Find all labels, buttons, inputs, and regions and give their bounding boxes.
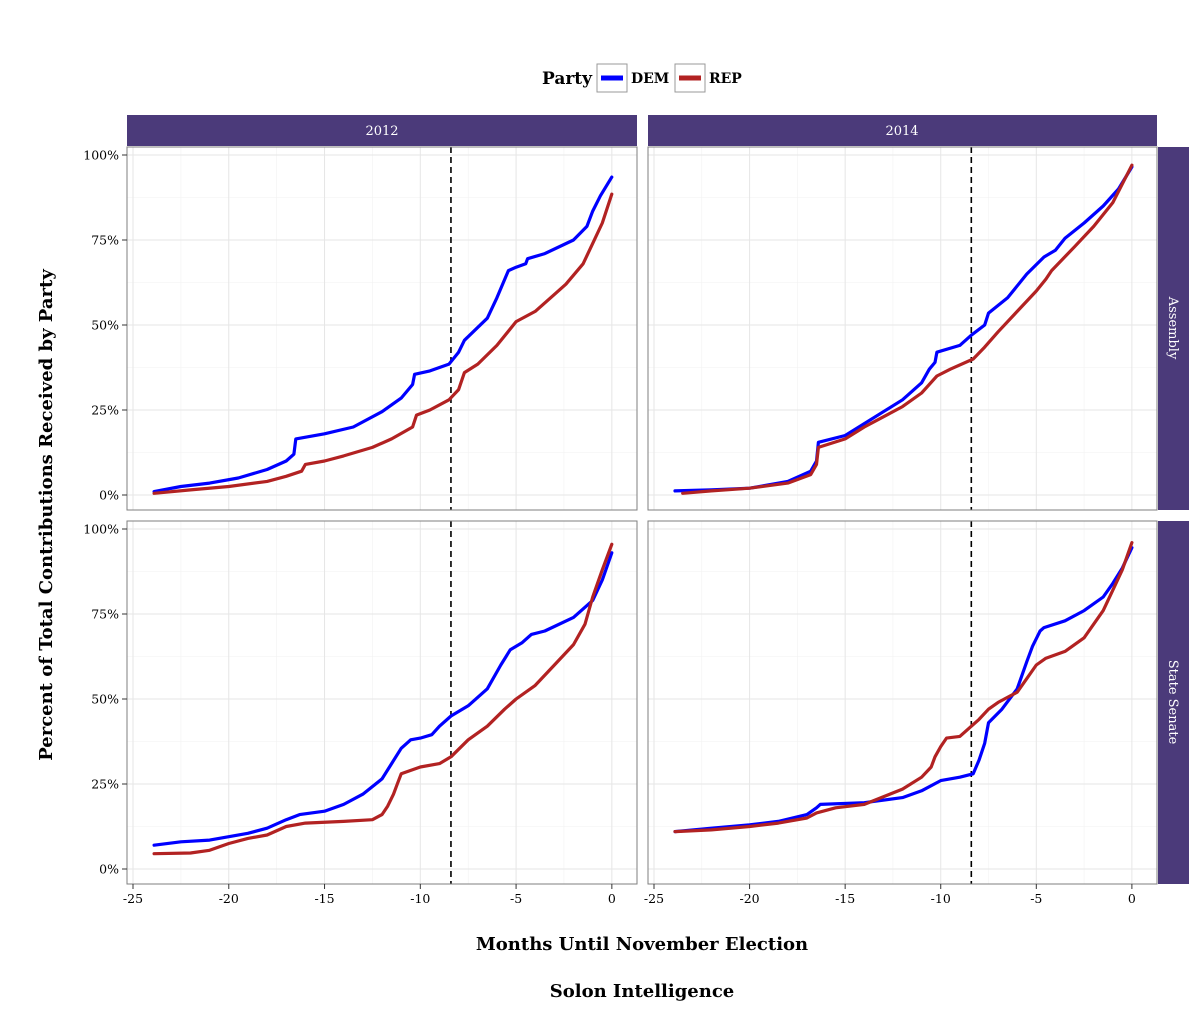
series-line-rep	[681, 163, 1134, 495]
series-line-dem	[152, 175, 614, 494]
y-tick-label: 50%	[91, 692, 119, 707]
panel-border	[126, 146, 638, 511]
strip-assembly	[1158, 147, 1189, 510]
x-tick-label: -25	[123, 891, 143, 906]
panels	[126, 146, 1158, 885]
series-line-dem	[673, 546, 1134, 834]
x-tick-label: -10	[931, 891, 951, 906]
y-tick-label: 75%	[91, 233, 119, 248]
panel-background	[648, 147, 1157, 510]
row-strips: Assembly State Senate	[1158, 147, 1189, 884]
y-tick-label: 25%	[91, 403, 119, 418]
x-tick-label: -20	[740, 891, 760, 906]
x-axis-ticks: -25 -20 -15 -10 -5 0 -25 -20 -15 -10 -5 0	[123, 884, 1136, 906]
legend-label-dem: DEM	[631, 71, 669, 87]
series-line-dem	[673, 165, 1134, 493]
x-tick-label: -20	[219, 891, 239, 906]
y-tick-label: 50%	[91, 318, 119, 333]
panel-border	[126, 520, 638, 885]
panel-2014-state-senate	[647, 520, 1158, 885]
column-strips: 2012 2014	[127, 115, 1157, 146]
x-tick-label: -10	[410, 891, 430, 906]
legend: Party DEM REP	[542, 63, 742, 93]
strip-2012	[127, 115, 637, 146]
x-tick-label: -5	[1030, 891, 1042, 906]
panel-background	[127, 147, 637, 510]
legend-title: Party	[542, 69, 593, 89]
legend-label-rep: REP	[709, 71, 742, 87]
panel-background	[648, 521, 1157, 884]
x-tick-label: 0	[1128, 891, 1136, 906]
strip-label-2014: 2014	[885, 124, 918, 139]
x-tick-label: -25	[644, 891, 664, 906]
strip-2014	[648, 115, 1157, 146]
x-tick-label: -5	[510, 891, 522, 906]
strip-label-state-senate: State Senate	[1165, 660, 1180, 745]
panel-border	[647, 146, 1158, 511]
strip-state-senate	[1158, 521, 1189, 884]
y-tick-label: 25%	[91, 777, 119, 792]
x-axis-title: Months Until November Election	[476, 934, 808, 955]
series-line-rep	[152, 542, 614, 856]
strip-label-2012: 2012	[365, 124, 398, 139]
x-tick-label: -15	[314, 891, 334, 906]
strip-label-assembly: Assembly	[1165, 296, 1180, 360]
series-line-rep	[152, 192, 614, 495]
caption: Solon Intelligence	[550, 981, 735, 1002]
y-tick-label: 100%	[83, 148, 119, 163]
y-tick-label: 75%	[91, 607, 119, 622]
y-tick-label: 0%	[99, 862, 119, 877]
panel-border	[647, 520, 1158, 885]
panel-2012-assembly	[126, 146, 638, 511]
x-tick-label: -15	[835, 891, 855, 906]
series-line-rep	[673, 540, 1134, 834]
panel-2012-state-senate	[126, 520, 638, 885]
series-line-dem	[152, 551, 614, 847]
panel-background	[127, 521, 637, 884]
y-axis-ticks: 0% 25% 50% 75% 100% 0% 25% 50% 75% 100%	[83, 148, 127, 877]
y-tick-label: 0%	[99, 488, 119, 503]
x-tick-label: 0	[608, 891, 616, 906]
y-axis-title: Percent of Total Contributions Received …	[36, 269, 57, 761]
panel-2014-assembly	[647, 146, 1158, 511]
y-tick-label: 100%	[83, 522, 119, 537]
